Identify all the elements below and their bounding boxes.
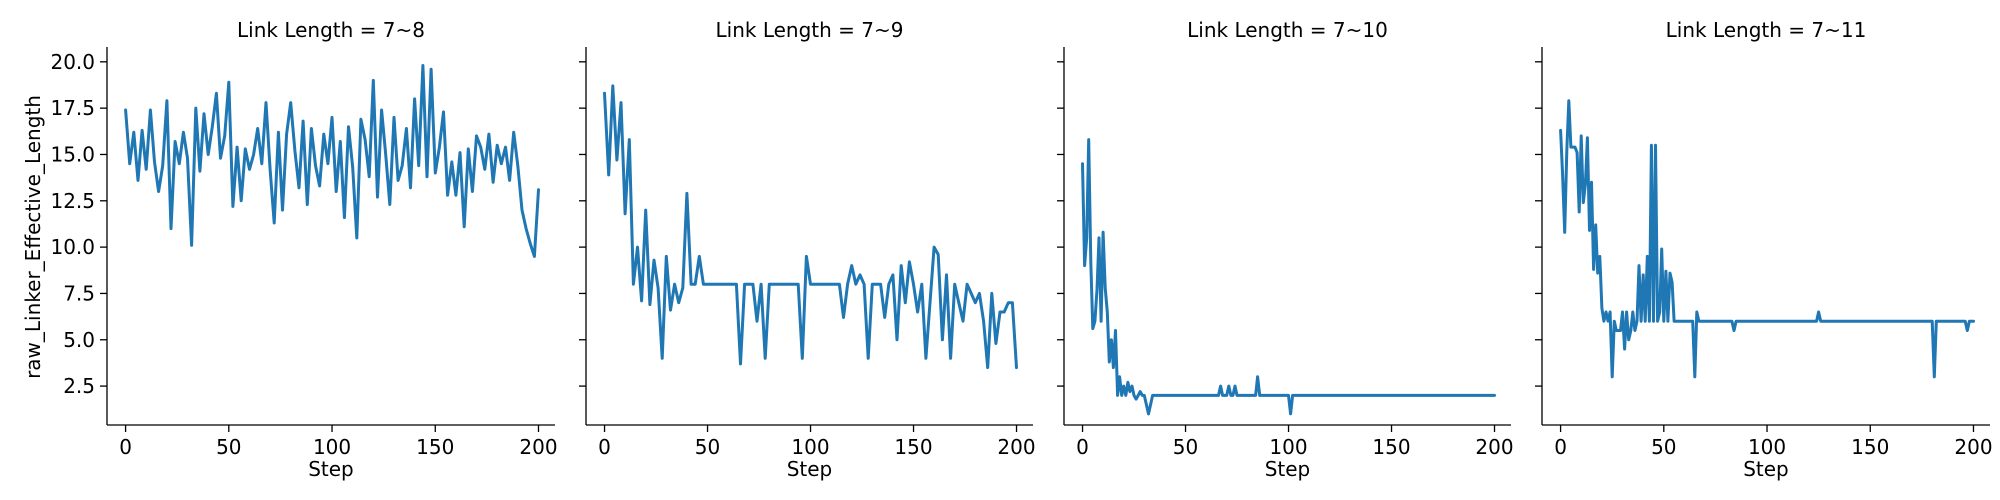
panel-4-x-tick-label: 50	[1651, 435, 1676, 459]
panel-1-y-tick-label: 12.5	[50, 189, 95, 213]
panel-1-x-tick-label: 100	[313, 435, 351, 459]
panel-2-title: Link Length = 7~9	[716, 18, 904, 42]
panel-4-x-tick-label: 150	[1851, 435, 1889, 459]
panel-1-x-tick-label: 200	[519, 435, 557, 459]
panel-1-y-tick-label: 5.0	[63, 328, 95, 352]
panel-3-title: Link Length = 7~10	[1187, 18, 1388, 42]
panel-3-x-axis-label: Step	[1265, 457, 1311, 481]
panel-2-x-tick-label: 100	[791, 435, 829, 459]
panel-1-y-tick-label: 7.5	[63, 281, 95, 305]
panel-1-y-tick-label: 15.0	[50, 142, 95, 166]
panel-3-x-tick-label: 50	[1173, 435, 1198, 459]
panel-2-series-line	[603, 84, 1018, 370]
panel-4-x-tick-label: 200	[1954, 435, 1992, 459]
panel-4-series-line	[1559, 99, 1975, 379]
panel-2-x-tick-label: 50	[695, 435, 720, 459]
panel-3-x-tick-label: 150	[1372, 435, 1410, 459]
panel-1-x-tick-label: 150	[416, 435, 454, 459]
panel-2-x-axis-label: Step	[787, 457, 833, 481]
panel-4-x-tick-label: 100	[1748, 435, 1786, 459]
panel-2-x-tick-label: 200	[997, 435, 1035, 459]
panel-4-x-tick-label: 0	[1554, 435, 1567, 459]
panel-1-x-tick-label: 50	[216, 435, 241, 459]
panel-1-title: Link Length = 7~8	[237, 18, 425, 42]
panel-3-series-line	[1081, 138, 1496, 416]
panel-1-y-tick-label: 20.0	[50, 50, 95, 74]
panel-1-series-line	[124, 64, 540, 258]
panel-4-title: Link Length = 7~11	[1666, 18, 1867, 42]
panel-1-x-tick-label: 0	[119, 435, 132, 459]
panel-1-x-axis-label: Step	[308, 457, 354, 481]
panel-2-x-tick-label: 0	[598, 435, 611, 459]
panel-1-y-tick-label: 17.5	[50, 96, 95, 120]
panel-1-y-tick-label: 10.0	[50, 235, 95, 259]
panel-1-y-tick-label: 2.5	[63, 374, 95, 398]
panel-2-x-tick-label: 150	[894, 435, 932, 459]
y-axis-label: raw_Linker_Effective_Length	[21, 95, 45, 379]
panel-3-x-tick-label: 200	[1475, 435, 1513, 459]
panel-3-x-tick-label: 100	[1269, 435, 1307, 459]
panel-4-x-axis-label: Step	[1743, 457, 1789, 481]
panel-3-x-tick-label: 0	[1076, 435, 1089, 459]
